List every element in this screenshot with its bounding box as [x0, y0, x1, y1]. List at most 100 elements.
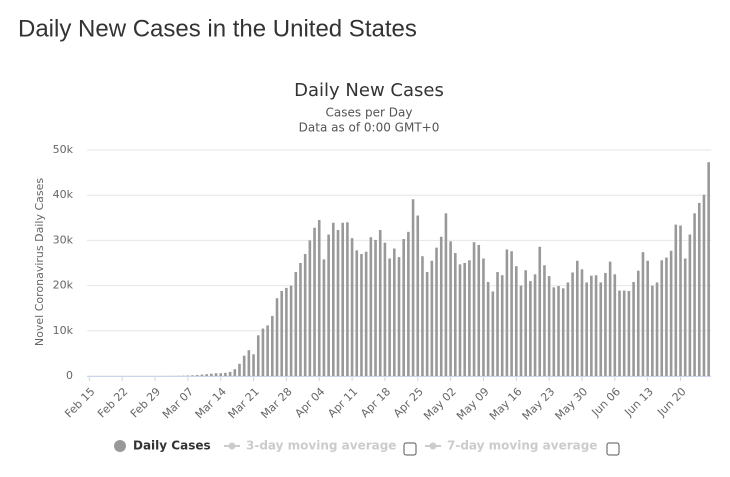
bar: [477, 244, 481, 376]
x-tick-label: Mar 21: [226, 385, 262, 421]
bar: [369, 237, 373, 376]
y-tick-label: 40k: [53, 188, 74, 201]
legend-label[interactable]: 7-day moving average: [447, 439, 597, 453]
bar: [547, 276, 551, 376]
bar: [491, 291, 495, 376]
bar: [350, 238, 354, 376]
x-tick-label: Feb 22: [95, 385, 130, 420]
bar: [641, 252, 645, 376]
bar: [524, 270, 527, 376]
page-title: Daily New Cases in the United States: [18, 15, 417, 42]
y-tick-label: 0: [66, 369, 73, 382]
bar: [388, 258, 391, 376]
legend-label[interactable]: 3-day moving average: [246, 439, 396, 453]
bar: [360, 253, 363, 376]
bar: [486, 281, 490, 376]
legend-marker[interactable]: [429, 442, 437, 450]
bar: [205, 374, 208, 376]
bar: [688, 234, 692, 376]
legend-marker[interactable]: [228, 442, 236, 450]
bar: [430, 260, 434, 376]
bar: [407, 231, 410, 376]
bar: [613, 274, 617, 376]
bar: [444, 213, 448, 376]
bar: [313, 227, 316, 376]
x-tick-label: Jun 13: [621, 385, 655, 419]
checkbox[interactable]: [606, 442, 620, 456]
bar: [543, 265, 546, 376]
bar: [472, 242, 476, 376]
bar: [622, 290, 626, 376]
x-tick-label: Jun 06: [589, 385, 623, 419]
bar: [425, 272, 429, 376]
bar: [195, 375, 199, 376]
bar: [618, 290, 621, 376]
y-tick-label: 50k: [53, 143, 74, 156]
bar: [496, 272, 499, 376]
bar: [252, 354, 255, 376]
bar: [627, 291, 631, 376]
checkbox[interactable]: [403, 442, 417, 456]
bar: [228, 371, 232, 376]
bar: [224, 372, 227, 376]
bar: [632, 281, 635, 376]
x-tick-label: Mar 14: [193, 385, 229, 421]
x-tick-label: May 30: [553, 385, 591, 423]
bar: [214, 373, 218, 376]
x-tick-label: Mar 07: [160, 385, 196, 421]
legend-label[interactable]: Daily Cases: [133, 439, 211, 453]
bar: [280, 291, 284, 376]
x-tick-label: May 16: [487, 385, 525, 423]
chart-subtitle: Cases per Day: [326, 106, 413, 120]
bar: [341, 222, 344, 376]
bar: [336, 230, 340, 376]
bar: [660, 260, 664, 376]
bar: [519, 285, 523, 376]
x-tick-label: Feb 15: [62, 385, 97, 420]
bar: [693, 213, 696, 376]
y-tick-label: 30k: [53, 233, 74, 246]
bar: [435, 247, 438, 376]
bar: [575, 260, 579, 376]
x-tick-label: Apr 25: [391, 385, 426, 420]
bar: [697, 202, 701, 376]
bar: [679, 225, 682, 376]
bar: [308, 240, 312, 376]
bar: [247, 350, 251, 376]
bar: [346, 222, 349, 376]
bar: [256, 335, 260, 376]
bar: [463, 263, 466, 376]
bar: [317, 220, 321, 376]
bar: [233, 369, 237, 376]
bar: [608, 261, 612, 376]
bar: [397, 257, 401, 376]
bar: [454, 253, 457, 376]
y-tick-label: 20k: [53, 279, 74, 292]
bar: [271, 315, 274, 376]
x-tick-label: Apr 18: [358, 385, 393, 420]
bar: [599, 282, 603, 376]
bar: [585, 282, 588, 376]
bar: [707, 162, 710, 376]
x-tick-label: May 02: [421, 385, 459, 423]
bar: [458, 264, 462, 376]
bar: [594, 275, 598, 376]
bar: [566, 282, 570, 376]
x-tick-label: May 23: [520, 385, 558, 423]
bar: [242, 355, 246, 376]
x-tick-label: Feb 29: [128, 385, 163, 420]
bar: [285, 287, 288, 376]
bar: [500, 275, 504, 376]
bar: [303, 253, 307, 376]
legend-marker[interactable]: [114, 440, 126, 452]
x-tick-label: Mar 28: [258, 385, 294, 421]
bar: [322, 259, 326, 376]
bar: [514, 266, 518, 376]
bar: [538, 246, 542, 376]
bar: [421, 256, 424, 376]
bar: [533, 274, 537, 376]
bar: [378, 230, 382, 376]
bar: [449, 241, 452, 376]
